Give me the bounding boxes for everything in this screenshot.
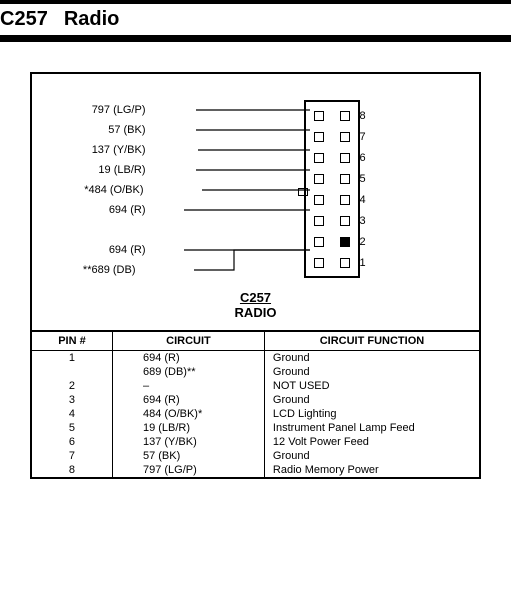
wire-label: *484 (O/BK) (24, 184, 144, 196)
cell-pin: 7 (32, 449, 112, 463)
pin-row: 3 (310, 211, 354, 231)
table-row: 6137 (Y/BK)12 Volt Power Feed (32, 435, 479, 449)
connector-outline: 87654321 (304, 100, 360, 278)
pin-row: 8 (310, 106, 354, 126)
wire-label: 57 (BK) (26, 124, 146, 136)
cell-pin: 6 (32, 435, 112, 449)
cell-pin: 2 (32, 379, 112, 393)
cell-pin: 1 (32, 351, 112, 366)
cell-circuit: 797 (LG/P) (112, 463, 264, 477)
cell-function: Ground (264, 351, 479, 366)
cell-circuit: 694 (R) (112, 351, 264, 366)
pin-number: 8 (360, 110, 374, 122)
connector-pins: 87654321 (310, 106, 354, 272)
pin-row: 1 (310, 253, 354, 273)
wire-label: 694 (R) (26, 244, 146, 256)
wire-label: 797 (LG/P) (26, 104, 146, 116)
pin-row: 5 (310, 169, 354, 189)
table-row: 2 –NOT USED (32, 379, 479, 393)
table-row: 4484 (O/BK)*LCD Lighting (32, 407, 479, 421)
cell-function: Ground (264, 393, 479, 407)
diagram-caption-name: RADIO (66, 305, 446, 320)
key-notch (298, 188, 308, 196)
cell-circuit: 689 (DB)** (112, 365, 264, 379)
cell-function: Radio Memory Power (264, 463, 479, 477)
table-row: 689 (DB)**Ground (32, 365, 479, 379)
pin-row: 6 (310, 148, 354, 168)
cell-circuit: 57 (BK) (112, 449, 264, 463)
col-pin: PIN # (32, 331, 112, 351)
table-row: 1694 (R)Ground (32, 351, 479, 366)
table-row: 757 (BK)Ground (32, 449, 479, 463)
cell-function: LCD Lighting (264, 407, 479, 421)
pin-row: 4 (310, 190, 354, 210)
page-title: C257 Radio (0, 4, 511, 35)
cell-pin: 4 (32, 407, 112, 421)
pin-number: 7 (360, 131, 374, 143)
pin-number: 2 (360, 236, 374, 248)
wire-label: 694 (R) (26, 204, 146, 216)
col-function: CIRCUIT FUNCTION (264, 331, 479, 351)
col-circuit: CIRCUIT (112, 331, 264, 351)
pin-row: 2 (310, 232, 354, 252)
cell-function: 12 Volt Power Feed (264, 435, 479, 449)
pin-number: 3 (360, 215, 374, 227)
cell-circuit: 137 (Y/BK) (112, 435, 264, 449)
cell-pin (32, 365, 112, 379)
cell-pin: 8 (32, 463, 112, 477)
table-row: 8797 (LG/P)Radio Memory Power (32, 463, 479, 477)
connector-name: Radio (64, 8, 120, 30)
table-row: 519 (LB/R)Instrument Panel Lamp Feed (32, 421, 479, 435)
connector-id: C257 (0, 8, 48, 30)
cell-function: Instrument Panel Lamp Feed (264, 421, 479, 435)
pin-number: 6 (360, 152, 374, 164)
wiring-diagram: 87654321 797 (LG/P)57 (BK)137 (Y/BK)19 (… (66, 90, 446, 330)
main-panel: 87654321 797 (LG/P)57 (BK)137 (Y/BK)19 (… (30, 72, 481, 479)
cell-function: Ground (264, 365, 479, 379)
pin-number: 5 (360, 173, 374, 185)
table-body: 1694 (R)Ground689 (DB)**Ground2 –NOT USE… (32, 351, 479, 478)
wire-label: **689 (DB) (16, 264, 136, 276)
wire-label: 137 (Y/BK) (26, 144, 146, 156)
cell-function: NOT USED (264, 379, 479, 393)
cell-pin: 5 (32, 421, 112, 435)
title-rule (0, 35, 511, 42)
cell-function: Ground (264, 449, 479, 463)
table-row: 3694 (R)Ground (32, 393, 479, 407)
cell-circuit: 694 (R) (112, 393, 264, 407)
pin-number: 1 (360, 257, 374, 269)
pin-row: 7 (310, 127, 354, 147)
wire-label: 19 (LB/R) (26, 164, 146, 176)
pinout-table: PIN # CIRCUIT CIRCUIT FUNCTION 1694 (R)G… (32, 330, 479, 477)
table-header-row: PIN # CIRCUIT CIRCUIT FUNCTION (32, 331, 479, 351)
pin-number: 4 (360, 194, 374, 206)
cell-circuit: – (112, 379, 264, 393)
cell-circuit: 19 (LB/R) (112, 421, 264, 435)
diagram-caption-id: C257 (66, 290, 446, 305)
cell-circuit: 484 (O/BK)* (112, 407, 264, 421)
cell-pin: 3 (32, 393, 112, 407)
